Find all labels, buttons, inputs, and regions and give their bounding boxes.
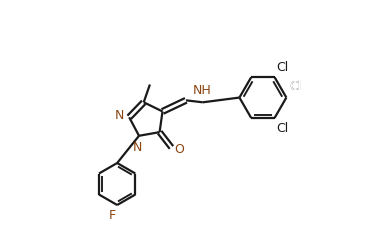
Text: Cl: Cl: [289, 80, 301, 93]
Text: NH: NH: [193, 84, 212, 97]
Text: F: F: [109, 209, 116, 223]
Text: O: O: [174, 143, 184, 156]
Text: Cl: Cl: [289, 80, 301, 93]
Text: N: N: [132, 141, 142, 154]
Text: Cl: Cl: [276, 61, 289, 74]
Text: Cl: Cl: [276, 122, 289, 135]
Text: N: N: [114, 109, 124, 122]
